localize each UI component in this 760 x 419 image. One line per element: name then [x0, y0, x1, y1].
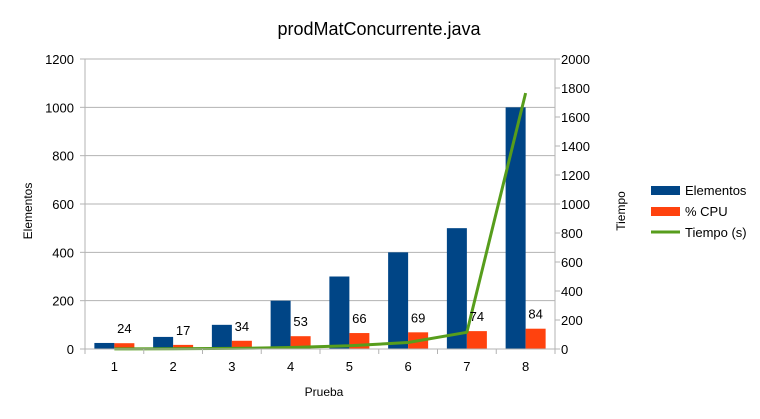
data-label: 24 — [117, 321, 131, 336]
x-tick-label: 2 — [170, 359, 177, 374]
x-tick-label: 7 — [463, 359, 470, 374]
legend-swatch — [651, 207, 680, 216]
y2-tick-label: 1200 — [561, 168, 590, 183]
data-label: 34 — [235, 319, 249, 334]
y2-axis-title: Tiempo — [614, 191, 628, 231]
y2-tick-label: 200 — [561, 313, 583, 328]
y-tick-label: 600 — [52, 197, 74, 212]
legend-label: % CPU — [685, 204, 728, 219]
bar--cpu — [231, 340, 252, 349]
x-tick-label: 1 — [111, 359, 118, 374]
x-tick-label: 5 — [346, 359, 353, 374]
y2-tick-label: 1400 — [561, 139, 590, 154]
data-label: 53 — [293, 314, 307, 329]
y-tick-label: 1200 — [45, 52, 74, 67]
x-tick-label: 8 — [522, 359, 529, 374]
y2-tick-label: 0 — [561, 342, 568, 357]
y2-tick-label: 400 — [561, 284, 583, 299]
data-label: 17 — [176, 323, 190, 338]
data-label: 84 — [528, 307, 542, 322]
bar-elementos — [446, 228, 467, 349]
bar-elementos — [505, 107, 526, 349]
y-tick-label: 200 — [52, 294, 74, 309]
bar-elementos — [388, 252, 409, 349]
y2-tick-label: 1000 — [561, 197, 590, 212]
y2-tick-label: 1800 — [561, 81, 590, 96]
bar--cpu — [173, 344, 194, 349]
legend-label: Elementos — [685, 183, 747, 198]
bar--cpu — [114, 343, 135, 349]
axes: 0200400600800100012000200400600800100012… — [45, 52, 590, 374]
x-tick-label: 6 — [405, 359, 412, 374]
y-tick-label: 0 — [67, 342, 74, 357]
bar--cpu — [466, 331, 487, 349]
y-tick-label: 1000 — [45, 100, 74, 115]
bar-elementos — [270, 300, 291, 349]
data-label: 69 — [411, 310, 425, 325]
x-axis-title: Prueba — [305, 385, 344, 399]
y-tick-label: 800 — [52, 149, 74, 164]
x-tick-label: 4 — [287, 359, 294, 374]
legend-label: Tiempo (s) — [685, 225, 747, 240]
data-labels: 24 17 34 53 66 69 74 84 — [117, 307, 543, 338]
data-label: 66 — [352, 311, 366, 326]
bar-elementos — [94, 342, 115, 349]
y2-tick-label: 1600 — [561, 110, 590, 125]
y-tick-label: 400 — [52, 245, 74, 260]
y-axis-title: Elementos — [21, 183, 35, 240]
chart-title: prodMatConcurrente.java — [277, 19, 481, 39]
grid-lines — [85, 58, 555, 302]
bar-elementos — [153, 336, 174, 349]
bar-elementos — [211, 324, 232, 349]
data-label: 74 — [470, 309, 484, 324]
bar--cpu — [525, 328, 546, 349]
y2-tick-label: 600 — [561, 255, 583, 270]
y2-tick-label: 2000 — [561, 52, 590, 67]
x-tick-label: 3 — [228, 359, 235, 374]
bars — [94, 107, 546, 349]
bar-elementos — [329, 276, 350, 349]
y2-tick-label: 800 — [561, 226, 583, 241]
legend-swatch — [651, 186, 680, 195]
legend: Elementos % CPU Tiempo (s) — [651, 183, 747, 240]
